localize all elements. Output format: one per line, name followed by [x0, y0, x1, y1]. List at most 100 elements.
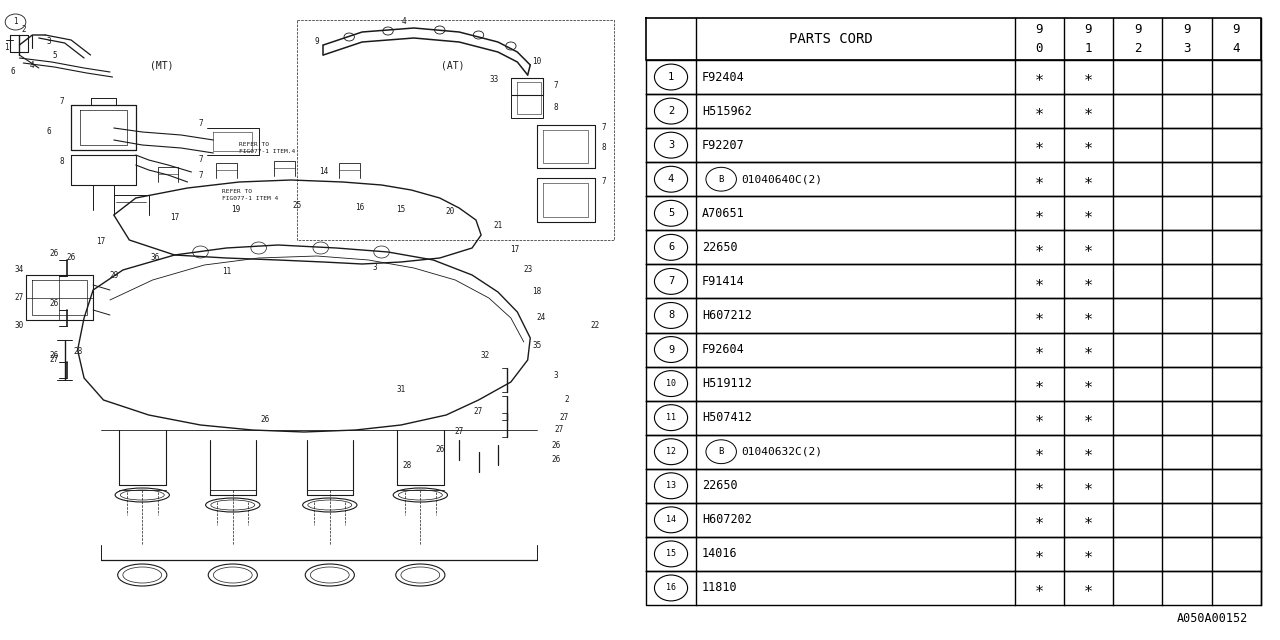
- Text: ∗: ∗: [1034, 138, 1043, 153]
- Text: ∗: ∗: [1084, 376, 1093, 391]
- Text: 2: 2: [20, 26, 26, 35]
- Text: ∗: ∗: [1034, 478, 1043, 493]
- Text: 15: 15: [397, 205, 406, 214]
- Text: 2: 2: [668, 106, 675, 116]
- Text: ∗: ∗: [1034, 240, 1043, 255]
- Text: ∗: ∗: [1034, 547, 1043, 561]
- Text: B: B: [718, 175, 724, 184]
- Text: 1: 1: [4, 44, 9, 52]
- Text: 32: 32: [480, 351, 490, 360]
- Text: ∗: ∗: [1084, 580, 1093, 595]
- Text: 2: 2: [564, 396, 568, 404]
- Text: 7: 7: [602, 177, 607, 186]
- Text: ∗: ∗: [1034, 444, 1043, 460]
- Text: 01040632C(2): 01040632C(2): [741, 447, 823, 457]
- Text: 7: 7: [668, 276, 675, 287]
- Text: ∗: ∗: [1084, 308, 1093, 323]
- Text: 16: 16: [355, 204, 365, 212]
- Text: PARTS CORD: PARTS CORD: [788, 32, 873, 46]
- Text: 6: 6: [10, 67, 15, 77]
- Text: 3: 3: [372, 264, 378, 273]
- Text: 31: 31: [397, 385, 406, 394]
- Text: 4: 4: [668, 174, 675, 184]
- Text: 26: 26: [50, 300, 59, 308]
- Text: A050A00152: A050A00152: [1176, 612, 1248, 625]
- Text: 19: 19: [230, 205, 241, 214]
- Text: 4: 4: [401, 17, 406, 26]
- Text: 30: 30: [15, 321, 24, 330]
- Text: F92207: F92207: [701, 139, 745, 152]
- Text: 22: 22: [590, 321, 599, 330]
- Text: 5: 5: [52, 51, 56, 60]
- Text: H507412: H507412: [701, 411, 751, 424]
- Text: 10: 10: [666, 379, 676, 388]
- Text: 25: 25: [293, 200, 302, 209]
- Text: B: B: [718, 447, 724, 456]
- Text: 34: 34: [15, 266, 24, 275]
- Text: H607212: H607212: [701, 309, 751, 322]
- Text: 7: 7: [602, 124, 607, 132]
- Text: ∗: ∗: [1034, 410, 1043, 425]
- Text: (MT): (MT): [150, 60, 173, 70]
- Text: 7: 7: [198, 156, 202, 164]
- Text: 28: 28: [73, 348, 82, 356]
- Text: ∗: ∗: [1034, 70, 1043, 84]
- Text: ∗: ∗: [1084, 138, 1093, 153]
- Text: 7: 7: [198, 118, 202, 127]
- Text: 1: 1: [13, 17, 18, 26]
- Text: ∗: ∗: [1084, 240, 1093, 255]
- Text: 33: 33: [489, 76, 499, 84]
- Text: 26: 26: [552, 440, 561, 449]
- Text: 17: 17: [96, 237, 105, 246]
- Text: 26: 26: [50, 250, 59, 259]
- Text: ∗: ∗: [1034, 376, 1043, 391]
- Text: ∗: ∗: [1084, 547, 1093, 561]
- Text: 1: 1: [1084, 42, 1092, 55]
- Text: ∗: ∗: [1084, 206, 1093, 221]
- Text: 27: 27: [559, 413, 568, 422]
- Text: 9: 9: [668, 344, 675, 355]
- Text: ∗: ∗: [1034, 513, 1043, 527]
- Text: ∗: ∗: [1084, 274, 1093, 289]
- Text: ∗: ∗: [1084, 478, 1093, 493]
- Text: 6: 6: [668, 243, 675, 252]
- Text: ∗: ∗: [1084, 513, 1093, 527]
- Text: 8: 8: [554, 104, 558, 113]
- Text: 29: 29: [109, 271, 119, 280]
- Text: 9: 9: [315, 38, 319, 47]
- Text: 11: 11: [666, 413, 676, 422]
- Text: 4: 4: [29, 61, 35, 70]
- Text: 8: 8: [602, 143, 607, 152]
- Text: 12: 12: [666, 447, 676, 456]
- Text: 18: 18: [532, 287, 541, 296]
- Text: 27: 27: [454, 428, 463, 436]
- Text: 27: 27: [15, 294, 24, 303]
- Text: (AT): (AT): [440, 60, 465, 70]
- Text: REFER TO
FIG077-1 ITEM.4: REFER TO FIG077-1 ITEM.4: [239, 142, 296, 154]
- Text: 17: 17: [170, 214, 179, 223]
- Text: 3: 3: [47, 38, 51, 47]
- Text: ∗: ∗: [1034, 274, 1043, 289]
- Text: 5: 5: [668, 208, 675, 218]
- Text: 26: 26: [435, 445, 444, 454]
- Text: ∗: ∗: [1084, 342, 1093, 357]
- Text: 3: 3: [668, 140, 675, 150]
- Text: 11: 11: [221, 268, 230, 276]
- Text: 7: 7: [554, 81, 558, 90]
- Text: 16: 16: [666, 584, 676, 593]
- Text: 36: 36: [151, 253, 160, 262]
- Text: ∗: ∗: [1084, 444, 1093, 460]
- Text: 14016: 14016: [701, 547, 737, 561]
- Text: 4: 4: [1233, 42, 1240, 55]
- Text: 1: 1: [668, 72, 675, 82]
- Text: 9: 9: [1036, 23, 1043, 36]
- Text: 22650: 22650: [701, 479, 737, 492]
- Text: ∗: ∗: [1084, 172, 1093, 187]
- Text: 24: 24: [536, 314, 545, 323]
- Text: 35: 35: [532, 340, 541, 349]
- Text: 9: 9: [1134, 23, 1142, 36]
- Text: 14: 14: [319, 168, 328, 177]
- Text: 22650: 22650: [701, 241, 737, 254]
- Text: 23: 23: [524, 266, 532, 275]
- Text: ∗: ∗: [1034, 580, 1043, 595]
